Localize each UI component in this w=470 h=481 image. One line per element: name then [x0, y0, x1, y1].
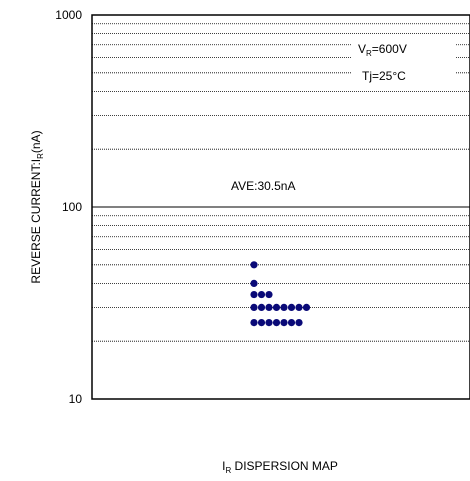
y-axis-label: REVERSE CURRENT:IR(nA): [29, 130, 45, 283]
data-point: [287, 318, 296, 327]
condition-vr: VR=600V: [358, 42, 407, 58]
x-axis-label: IR DISPERSION MAP: [222, 459, 338, 475]
plot-frame: [91, 14, 470, 400]
average-label: AVE:30.5nA: [231, 179, 296, 193]
data-point: [265, 290, 273, 299]
data-point: [272, 318, 281, 327]
y-tick-label: 10: [69, 392, 83, 406]
data-point: [257, 318, 266, 327]
data-point: [287, 303, 296, 311]
data-point: [265, 318, 273, 327]
data-point: [250, 261, 258, 269]
data-point: [250, 318, 258, 327]
data-point: [280, 318, 288, 327]
y-tick-label: 1000: [55, 8, 82, 22]
annotation-background: [352, 38, 455, 86]
data-point: [250, 279, 258, 288]
data-point: [295, 318, 303, 327]
condition-tj: Tj=25°C: [362, 69, 406, 83]
annotation-background: [222, 176, 334, 194]
annotation-backgrounds: [222, 38, 455, 194]
y-tick-label: 100: [62, 200, 82, 214]
data-point: [295, 303, 303, 311]
data-point: [265, 303, 273, 311]
data-points: [250, 261, 311, 327]
data-point: [250, 290, 258, 299]
data-point: [280, 303, 288, 311]
data-point: [272, 303, 281, 311]
data-point: [257, 290, 266, 299]
data-point: [250, 303, 258, 311]
data-point: [257, 303, 266, 311]
y-tick-labels: 10 100 1000: [55, 8, 82, 406]
data-point: [302, 303, 311, 311]
